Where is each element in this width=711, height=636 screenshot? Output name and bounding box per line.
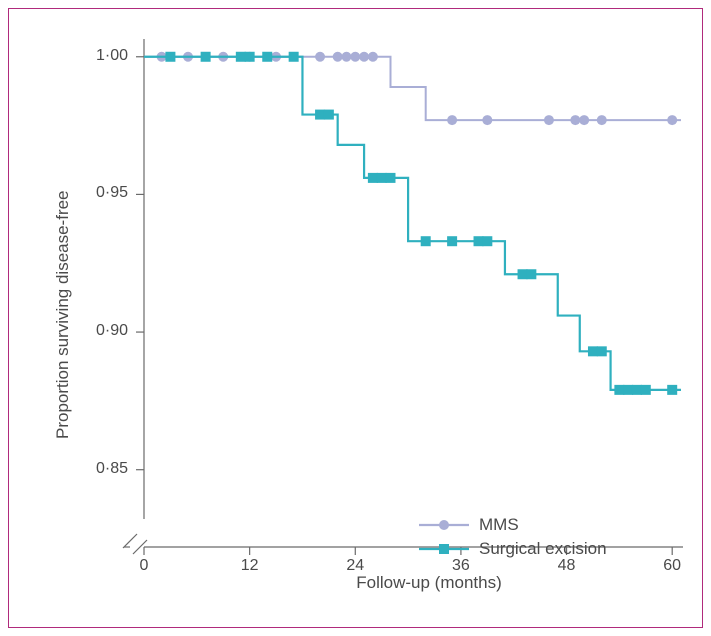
x-tick-label: 0 — [124, 557, 164, 575]
x-tick-label: 12 — [230, 557, 270, 575]
legend-item: MMS — [419, 515, 607, 535]
x-tick-label: 24 — [335, 557, 375, 575]
x-tick-label: 60 — [652, 557, 692, 575]
legend-label: MMS — [479, 515, 519, 535]
y-tick-label: 1·00 — [68, 47, 128, 65]
y-tick-label: 0·85 — [68, 460, 128, 478]
x-axis-label: Follow-up (months) — [309, 573, 549, 593]
circle-icon — [419, 518, 469, 532]
legend: MMS Surgical excision — [419, 515, 607, 563]
y-axis-label: Proportion surviving disease-free — [53, 190, 73, 439]
chart-area: Proportion surviving disease-free Follow… — [9, 9, 702, 627]
square-icon — [419, 542, 469, 556]
y-tick-label: 0·95 — [68, 184, 128, 202]
legend-item: Surgical excision — [419, 539, 607, 559]
figure-border: Proportion surviving disease-free Follow… — [8, 8, 703, 628]
legend-label: Surgical excision — [479, 539, 607, 559]
y-tick-label: 0·90 — [68, 322, 128, 340]
